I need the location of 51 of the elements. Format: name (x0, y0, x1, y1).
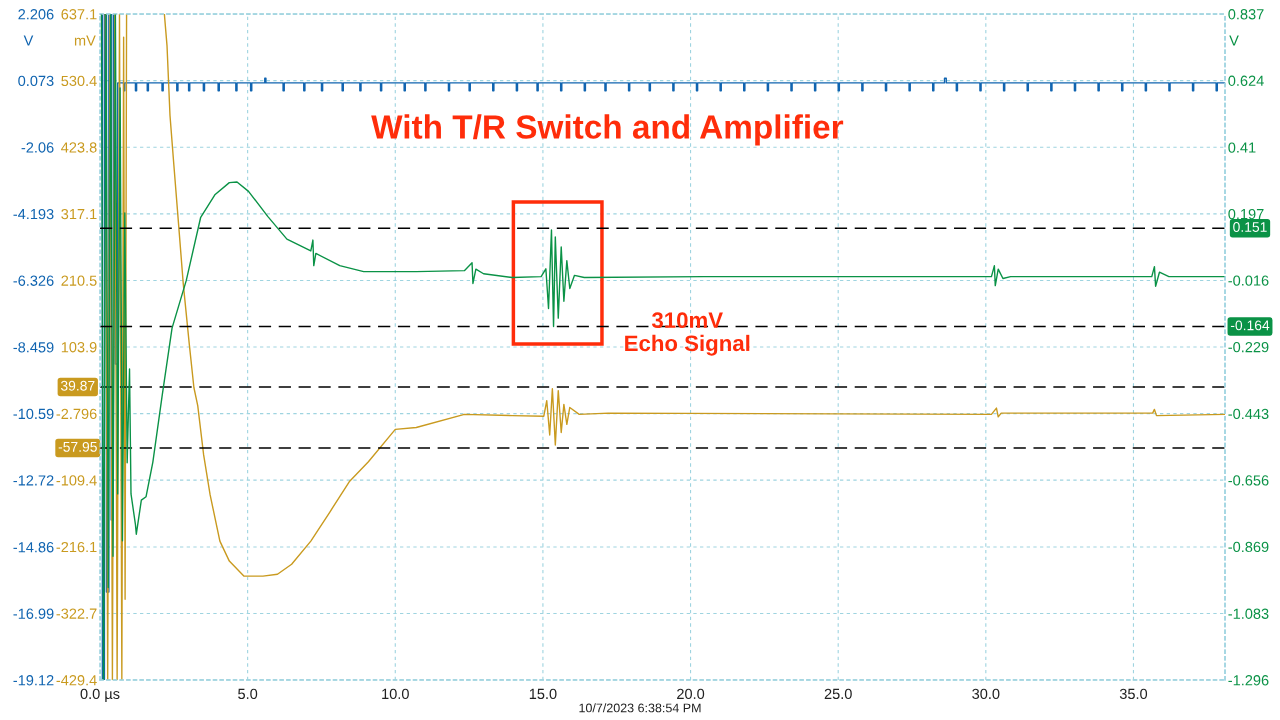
y3-tick-label: -0.443 (1228, 408, 1269, 420)
ref-line-label: 0.151 (1233, 222, 1267, 232)
y-tick-label: -14.86 (13, 542, 54, 553)
y-tick-label: -8.459 (13, 342, 54, 353)
y-tick-label: -12.72 (13, 475, 54, 486)
y2-tick-label: 423.8 (61, 142, 97, 153)
y3-axis-title: V (1229, 35, 1239, 46)
y-tick-label: -19.12 (13, 675, 54, 686)
y3-tick-label: 0.197 (1228, 208, 1264, 220)
y-axis-title: V (23, 35, 34, 46)
y3-tick-label: 0.41 (1228, 142, 1256, 153)
y2-tick-label: -322.7 (56, 608, 97, 619)
y-tick-label: -10.59 (13, 408, 54, 420)
y-tick-label: 2.206 (18, 9, 54, 20)
y2-tick-label: 637.1 (61, 9, 97, 20)
x-tick-label: 20.0 (677, 688, 705, 700)
x-tick-label: 35.0 (1119, 688, 1148, 700)
ref-line-label: 39.87 (60, 380, 95, 391)
y3-tick-label: -0.016 (1228, 275, 1269, 286)
y3-tick-label: -1.296 (1228, 675, 1269, 686)
y2-tick-label: -429.4 (56, 675, 97, 686)
y3-tick-label: -0.869 (1228, 541, 1269, 553)
y3-tick-label: -0.656 (1228, 475, 1269, 486)
y3-tick-label: -0.229 (1228, 341, 1269, 353)
y2-tick-label: -109.4 (56, 475, 97, 486)
y3-tick-label: 0.837 (1228, 9, 1264, 20)
ref-line-label: -57.95 (58, 441, 97, 452)
y2-axis-title: mV (74, 35, 96, 46)
text: 10/7/2023 6:38:54 PM (579, 703, 701, 713)
y-tick-label: -16.99 (13, 608, 54, 619)
y2-tick-label: -216.1 (56, 541, 97, 553)
ref-line-label: -0.164 (1230, 320, 1270, 331)
x-tick-label: 0.0 µs (80, 688, 120, 702)
y2-tick-label: 103.9 (61, 342, 97, 353)
y2-tick-label: 317.1 (61, 208, 97, 220)
y-tick-label: -4.193 (13, 208, 54, 220)
text: With T/R Switch and Amplifier (371, 114, 844, 146)
y2-tick-label: 530.4 (61, 75, 97, 87)
x-tick-label: 10.0 (382, 688, 409, 700)
y2-tick-label: 210.5 (61, 275, 97, 286)
x-tick-label: 30.0 (972, 688, 1000, 700)
y-tick-label: -6.326 (13, 275, 54, 286)
y2-tick-label: -2.796 (56, 408, 97, 420)
y3-tick-label: 0.624 (1228, 75, 1264, 86)
x-tick-label: 5.0 (238, 688, 258, 700)
y-tick-label: -2.06 (21, 142, 54, 153)
x-tick-label: 25.0 (824, 688, 852, 700)
x-tick-label: 15.0 (529, 688, 557, 700)
y3-tick-label: -1.083 (1228, 608, 1269, 619)
annotation: 310mV Echo Signal (625, 312, 750, 356)
y-tick-label: 0.073 (18, 75, 54, 87)
